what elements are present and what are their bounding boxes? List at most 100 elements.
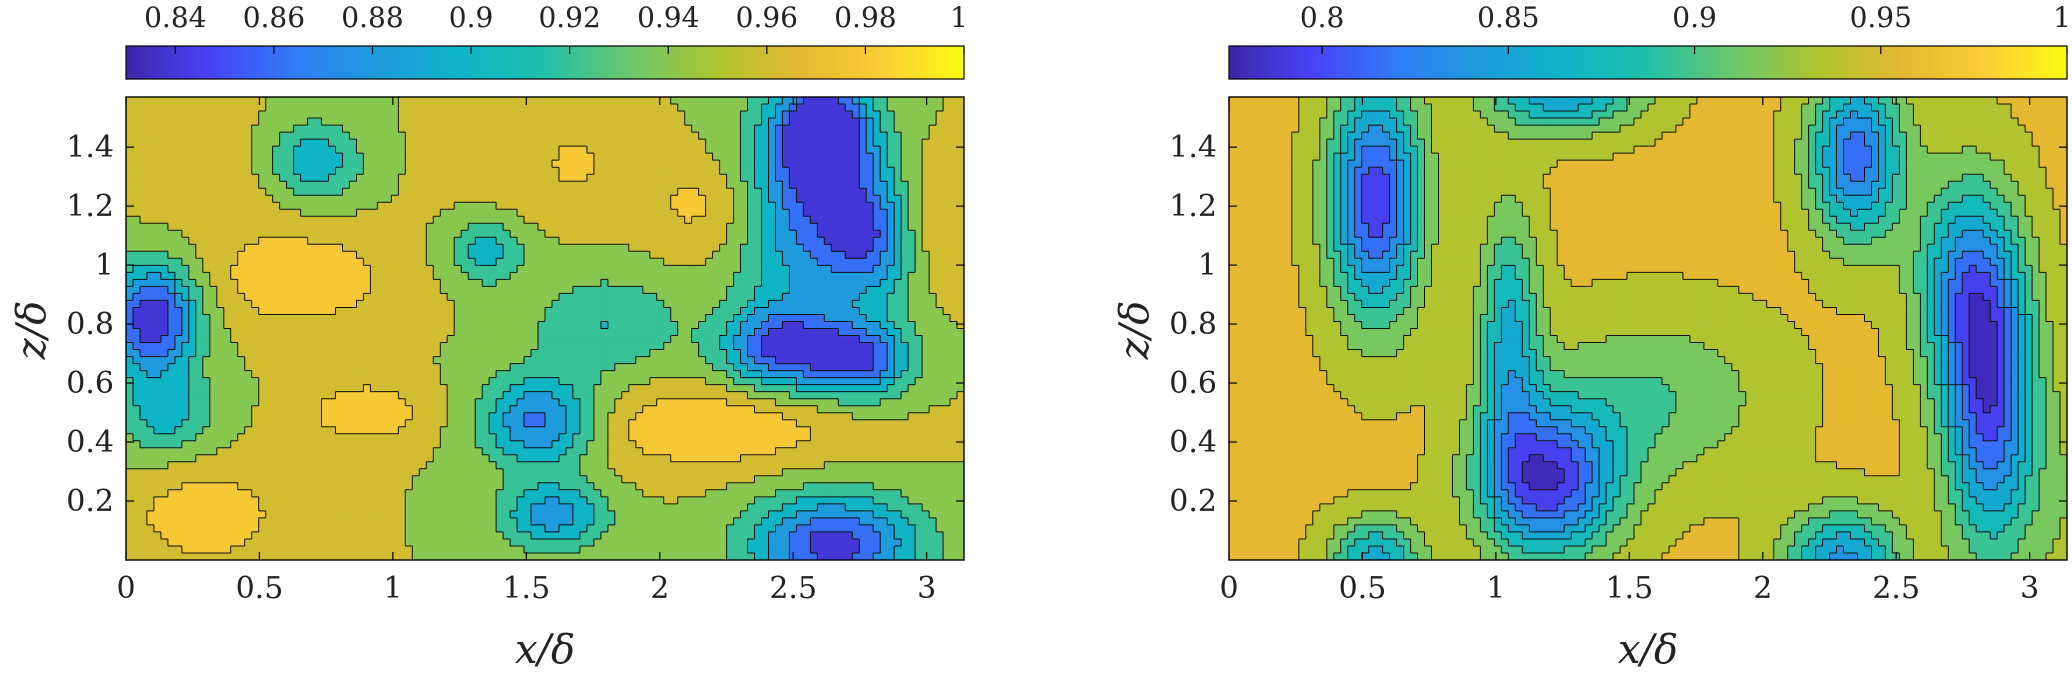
contour-cell: [635, 475, 644, 484]
contour-cell: [775, 391, 784, 400]
contour-cell: [244, 328, 253, 337]
contour-cell: [244, 265, 253, 273]
contour-cell: [894, 321, 902, 330]
contour-cell: [195, 552, 204, 560]
contour-cell: [461, 440, 469, 449]
contour-cell: [258, 265, 267, 273]
contour-cell: [922, 321, 930, 330]
contour-cell: [167, 545, 176, 554]
contour-cell: [845, 419, 853, 428]
contour-cell: [628, 440, 637, 449]
contour-cell: [195, 300, 204, 309]
contour-cell: [531, 517, 539, 526]
contour-cell: [524, 545, 532, 554]
contour-cell: [593, 293, 602, 302]
contour-cell: [614, 412, 623, 421]
contour-cell: [356, 552, 365, 560]
contour-cell: [440, 328, 448, 337]
contour-cell: [300, 293, 309, 302]
contour-cell: [642, 482, 651, 491]
contour-cell: [859, 545, 867, 554]
contour-cell: [342, 517, 351, 526]
contour-cell: [957, 342, 964, 351]
contour-cell: [328, 356, 337, 365]
contour-cell: [656, 447, 665, 456]
contour-cell: [838, 426, 846, 435]
contour-cell: [503, 328, 511, 337]
contour-cell: [293, 272, 302, 280]
contour-cell: [384, 370, 392, 379]
contour-cell: [377, 440, 385, 449]
contour-cell: [538, 503, 546, 512]
contour-cell: [286, 328, 295, 337]
contour-cell: [670, 377, 679, 386]
contour-cell: [230, 265, 239, 273]
contour-cell: [237, 349, 246, 358]
contour-cell: [503, 293, 511, 302]
contour-cell: [614, 405, 623, 414]
contour-cell: [754, 384, 763, 393]
contour-cell: [740, 328, 749, 337]
contour-cell: [314, 265, 323, 273]
contour-cell: [391, 447, 399, 456]
contour-cell: [503, 419, 511, 428]
contour-cell: [293, 356, 302, 365]
contour-cell: [733, 321, 742, 330]
contour-cell: [426, 405, 434, 414]
contour-cell: [370, 377, 378, 386]
contour-cell: [894, 391, 902, 400]
contour-cell: [132, 328, 141, 337]
contour-cell: [824, 314, 832, 323]
contour-cell: [586, 412, 595, 421]
contour-cell: [754, 496, 763, 505]
contour-cell: [705, 293, 714, 302]
contour-cell: [209, 349, 218, 358]
contour-cell: [957, 391, 964, 400]
contour-cell: [349, 272, 358, 280]
contour-cell: [482, 433, 490, 442]
contour-cell: [915, 510, 923, 519]
contour-cell: [789, 433, 797, 442]
contour-cell: [286, 356, 295, 365]
contour-cell: [824, 300, 832, 309]
contour-cell: [922, 391, 930, 400]
contour-cell: [852, 286, 860, 295]
contour-cell: [314, 503, 323, 512]
contour-cell: [454, 510, 462, 519]
contour-cell: [740, 363, 749, 372]
contour-cell: [405, 286, 413, 295]
contour-cell: [572, 545, 581, 554]
contour-cell: [614, 538, 623, 547]
contour-cell: [838, 433, 846, 442]
contour-cell: [251, 496, 260, 505]
contour-cell: [314, 363, 323, 372]
contour-cell: [146, 321, 155, 330]
contour-cell: [733, 468, 742, 477]
contour-cell: [873, 300, 881, 309]
contour-cell: [265, 356, 274, 365]
contour-cell: [894, 405, 902, 414]
contour-cell: [216, 503, 225, 512]
contour-plot-left: [126, 97, 964, 560]
contour-cell: [817, 447, 825, 456]
contour-cell: [153, 300, 162, 309]
contour-cell: [810, 384, 818, 393]
contour-cell: [216, 398, 225, 407]
contour-cell: [551, 426, 560, 435]
contour-cell: [433, 440, 441, 449]
contour-cell: [188, 517, 197, 526]
contour-cell: [398, 370, 406, 379]
contour-cell: [908, 496, 916, 505]
contour-cell: [433, 433, 441, 442]
contour-cell: [845, 286, 853, 295]
contour-cell: [936, 314, 944, 323]
contour-cell: [894, 314, 902, 323]
contour-cell: [419, 433, 427, 442]
contour-cell: [684, 517, 693, 526]
contour-cell: [782, 468, 791, 477]
contour-cell: [824, 517, 832, 526]
contour-cell: [230, 391, 239, 400]
contour-cell: [209, 321, 218, 330]
contour-cell: [852, 363, 860, 372]
contour-cell: [265, 272, 274, 280]
